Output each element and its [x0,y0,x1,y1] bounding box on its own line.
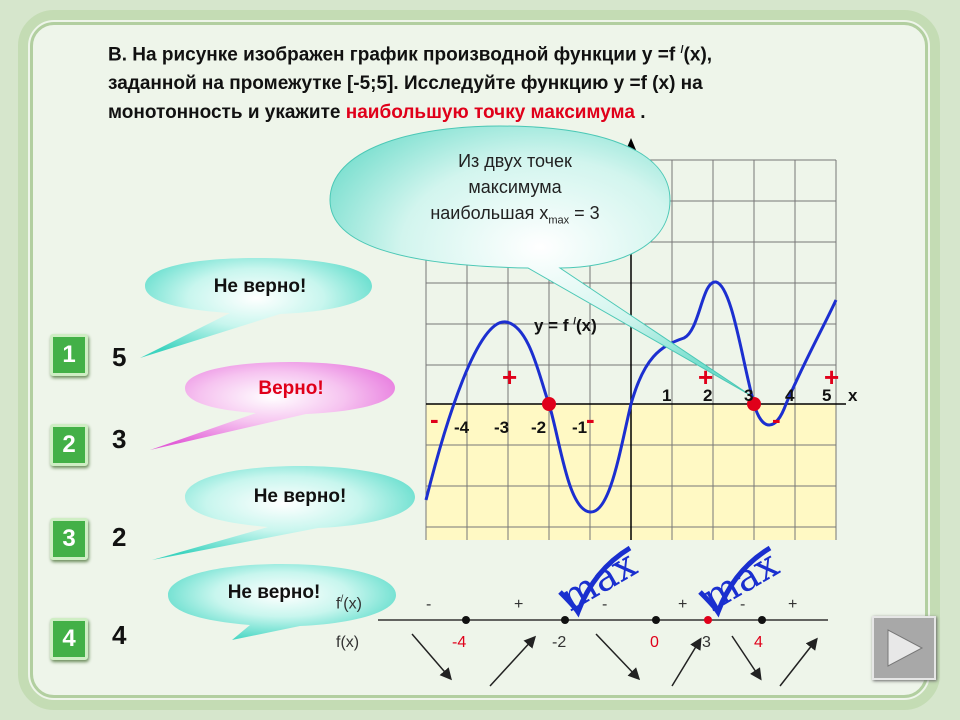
graph-sign-plus-2: + [698,362,714,392]
function-label-prime: / [573,316,576,328]
table-sign-2: + [514,596,524,613]
table-point-3: 0 [650,634,659,651]
problem-line-1-text: В. На рисунке изображен график производн… [108,44,681,66]
option-button-4[interactable]: 4 [50,618,88,660]
callout-line-3: наибольшая xmax = 3 [390,200,640,234]
feedback-bubble-4 [168,564,396,640]
callout-line-2: максимума [468,177,562,197]
problem-highlight: наибольшую точку максимума [345,102,635,124]
function-label-suffix: (x) [576,316,597,335]
table-row1-text: f [336,595,341,613]
feedback-text-4: Не верно! [227,582,321,603]
graph-sign-minus-2: - [586,404,595,434]
table-point-2: -2 [552,634,567,651]
callout-text: Из двух точек максимума наибольшая xmax … [390,148,640,234]
derivative-curve [424,280,838,514]
function-label-text: y = f [534,316,574,335]
x-axis-label: x [848,386,858,405]
answer-value-2: 3 [112,424,127,454]
answer-value-3: 2 [112,522,127,552]
play-arrow-icon [887,629,924,667]
table-point-4: 3 [702,634,711,651]
answer-value-4: 4 [112,620,127,650]
callout-line-1: Из двух точек [458,151,572,171]
callout-sub: max [548,214,570,227]
problem-line-2: заданной на промежутке [-5;5]. Исследуйт… [108,73,703,95]
table-dot-5 [758,616,766,624]
table-sign-1: - [426,596,432,613]
table-sign-4: + [678,596,688,613]
table-dot-2 [561,616,569,624]
function-label: y = f /(x) [534,316,597,336]
problem-line-3-text: монотонность и укажите [108,102,346,124]
table-dot-4 [704,616,712,624]
table-point-1: -4 [452,634,467,651]
tick-label-neg-3: -3 [494,418,510,437]
callout-line-3-text: наибольшая x [430,203,549,223]
problem-line-1-suffix: (x), [683,44,713,66]
callout-line-3-suffix: = 3 [569,203,600,223]
tick-label-neg-1: -1 [572,418,588,437]
graph-sign-plus-1: + [502,362,518,392]
point-3 [747,397,761,411]
feedback-bubble-2 [150,362,395,450]
tick-label-1: 1 [662,386,672,405]
problem-line-1: В. На рисунке изображен график производн… [108,36,908,69]
table-row1-prime: / [340,594,344,605]
feedback-text-2: Верно! [258,378,324,399]
next-slide-button[interactable] [872,616,936,680]
table-row-function-label: f(x) [336,634,360,651]
table-row-derivative-label: f/(x) [336,594,362,613]
table-dot-3 [652,616,660,624]
problem-line-3-suffix: . [634,102,646,124]
tick-label-4: 4 [785,386,795,405]
table-sign-3: - [602,596,608,613]
point-minus-2 [542,397,556,411]
problem-line-3: монотонность и укажите наибольшую точку … [108,98,908,127]
tick-label-neg-4: -4 [454,418,470,437]
monotonicity-arrows [411,633,818,687]
graph-sign-minus-3: - [772,404,781,434]
option-button-2[interactable]: 2 [50,424,88,466]
feedback-text-1: Не верно! [213,276,307,297]
table-sign-6: + [788,596,798,613]
problem-statement: В. На рисунке изображен график производн… [108,36,908,127]
tick-label-neg-2: -2 [531,418,547,437]
table-dot-1 [462,616,470,624]
graph-sign-plus-3: + [824,362,840,392]
tick-label-2: 2 [703,386,713,405]
feedback-bubble-1 [140,258,372,358]
option-button-3[interactable]: 3 [50,518,88,560]
table-point-5: 4 [754,634,763,651]
feedback-bubble-3 [152,466,415,560]
answer-value-1: 5 [112,342,127,372]
callout-bubble [329,125,751,396]
option-button-1[interactable]: 1 [50,334,88,376]
table-sign-5: - [740,596,746,613]
table-row1-suffix: (x) [343,595,362,613]
checkmark-icon-2 [698,545,772,618]
tick-label-3: 3 [744,386,754,405]
graph-sign-minus-1: - [430,404,439,434]
feedback-text-3: Не верно! [253,486,347,507]
tick-label-5: 5 [822,386,832,405]
max-label-1: max [553,542,644,620]
checkmark-icon-1 [558,545,632,618]
prime-mark: / [680,44,684,56]
